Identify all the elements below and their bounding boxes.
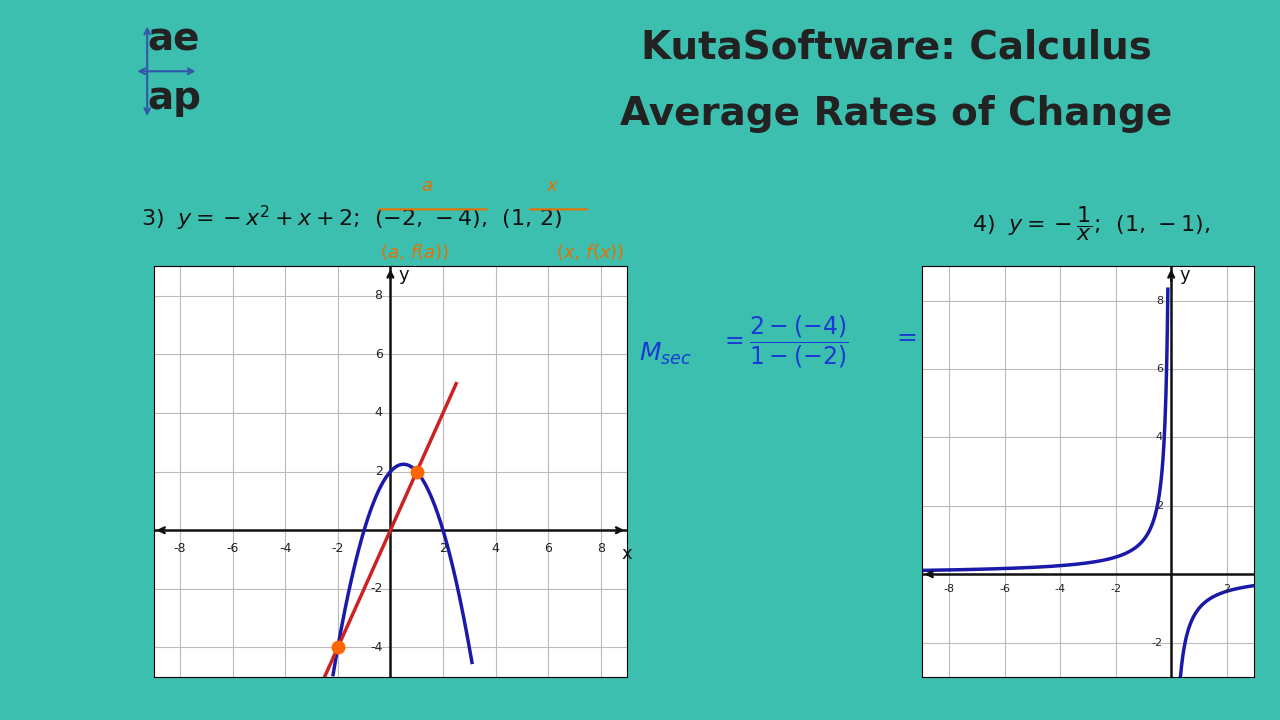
Text: 2: 2 (439, 542, 447, 555)
Text: ap: ap (147, 79, 201, 117)
Text: -8: -8 (174, 542, 186, 555)
Text: -2: -2 (1152, 638, 1164, 647)
Text: x: x (547, 176, 558, 194)
Text: $(x,\,f(x))$: $(x,\,f(x))$ (556, 242, 623, 262)
Text: 2: 2 (375, 465, 383, 478)
Text: 6: 6 (544, 542, 552, 555)
Text: -4: -4 (279, 542, 292, 555)
Text: M: M (51, 23, 151, 120)
Text: 6: 6 (1156, 364, 1164, 374)
Text: 4)  $y = -\dfrac{1}{x}$;  $(1,\,-1)$,: 4) $y = -\dfrac{1}{x}$; $(1,\,-1)$, (973, 204, 1211, 243)
Text: -2: -2 (1110, 585, 1121, 595)
Text: 4: 4 (492, 542, 499, 555)
Text: 2: 2 (1156, 501, 1164, 510)
Bar (0, 149, 1280, 158)
Text: x: x (622, 545, 632, 563)
Text: 4: 4 (375, 407, 383, 420)
Text: $= \dfrac{2-(-4)}{1-(-2)}$: $= \dfrac{2-(-4)}{1-(-2)}$ (721, 313, 849, 370)
Text: -2: -2 (332, 542, 344, 555)
Text: KutaSoftware: Calculus: KutaSoftware: Calculus (640, 29, 1152, 66)
Text: y: y (1180, 266, 1190, 284)
Text: -4: -4 (1055, 585, 1066, 595)
Text: -8: -8 (943, 585, 955, 595)
Text: $= \dfrac{6}{\ }$: $= \dfrac{6}{\ }$ (892, 324, 941, 349)
Text: ae: ae (147, 21, 200, 58)
Text: $(a,\,f(a))$: $(a,\,f(a))$ (380, 242, 449, 262)
Text: 3)  $y = -x^2 + x + 2$;  $(-2,\,-4)$,  $(1,\,2)$: 3) $y = -x^2 + x + 2$; $(-2,\,-4)$, $(1,… (141, 204, 562, 233)
Text: 4: 4 (1156, 433, 1164, 442)
Text: 8: 8 (1156, 296, 1164, 305)
Text: -4: -4 (370, 641, 383, 654)
Text: -6: -6 (1000, 585, 1010, 595)
Text: 8: 8 (596, 542, 605, 555)
Text: y: y (398, 266, 408, 284)
Text: $M_{sec}$: $M_{sec}$ (639, 341, 691, 367)
Text: 2: 2 (1224, 585, 1230, 595)
Text: 8: 8 (375, 289, 383, 302)
Text: -2: -2 (370, 582, 383, 595)
Text: a: a (421, 176, 433, 194)
Text: -6: -6 (227, 542, 239, 555)
Text: 6: 6 (375, 348, 383, 361)
Text: Average Rates of Change: Average Rates of Change (620, 95, 1172, 133)
